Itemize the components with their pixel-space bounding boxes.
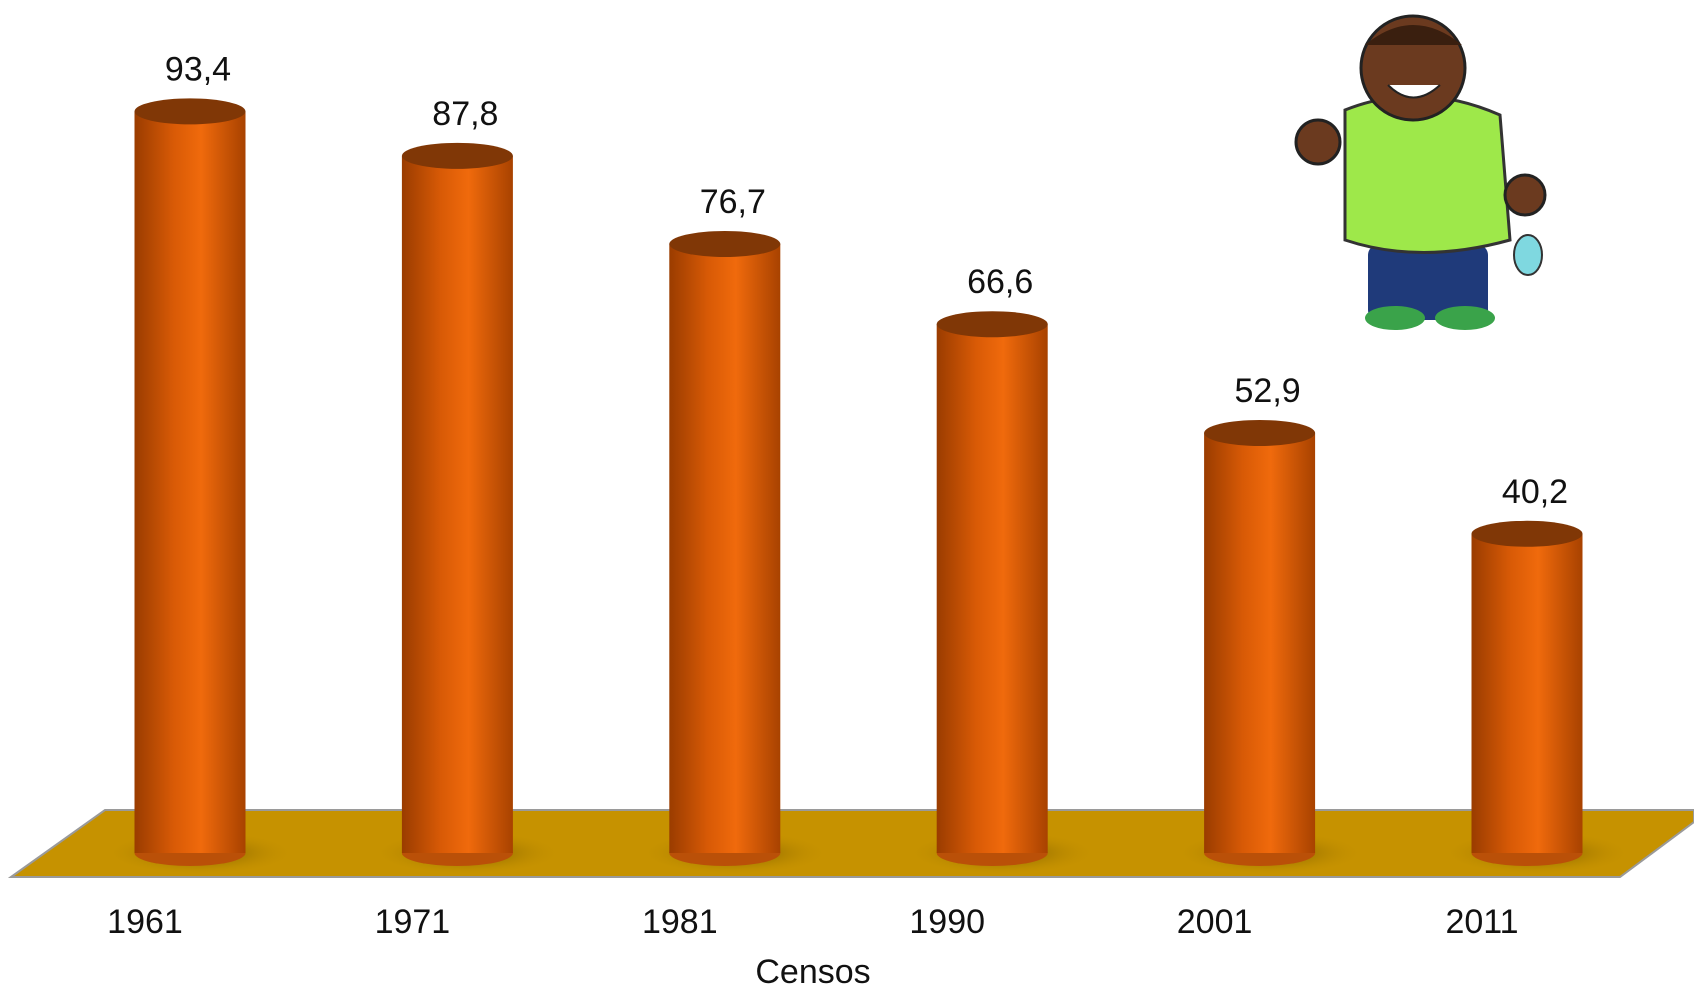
value-label: 93,4 — [165, 50, 231, 88]
x-axis-label: Censos — [755, 953, 870, 989]
bar-top — [1471, 520, 1583, 547]
x-tick-label: 1990 — [909, 903, 985, 941]
x-tick-label: 1981 — [642, 903, 718, 941]
bar — [1471, 533, 1583, 853]
bar-top — [936, 311, 1048, 338]
value-label: 66,6 — [967, 263, 1033, 301]
bar — [936, 324, 1048, 853]
bar-top — [1204, 419, 1316, 446]
cartoon — [1294, 14, 1547, 330]
bar-top — [134, 98, 246, 125]
x-tick-label: 1961 — [107, 903, 183, 941]
x-tick-label: 2001 — [1177, 903, 1253, 941]
value-label: 87,8 — [432, 95, 498, 133]
bar — [134, 111, 246, 854]
value-label: 52,9 — [1235, 372, 1301, 410]
value-label: 40,2 — [1502, 473, 1568, 511]
bar-top — [401, 142, 513, 169]
bar — [401, 155, 513, 854]
bar — [669, 244, 781, 853]
bar — [1204, 432, 1316, 853]
value-label: 76,7 — [700, 183, 766, 221]
bar-top — [669, 231, 781, 258]
x-tick-label: 1971 — [375, 903, 451, 941]
x-tick-label: 2011 — [1445, 903, 1518, 941]
